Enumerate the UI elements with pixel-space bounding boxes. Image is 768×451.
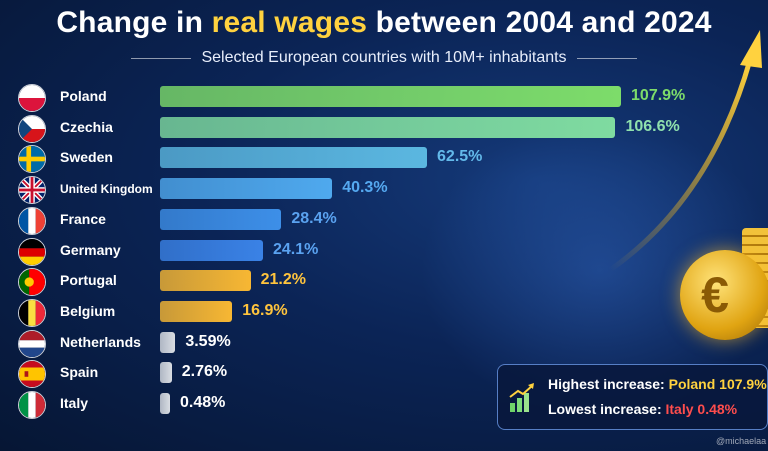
bar-germany <box>160 240 263 261</box>
summary-box: Highest increase: Poland 107.9% Lowest i… <box>497 364 768 430</box>
highest-increase-line: Highest increase: Poland 107.9% <box>548 376 767 392</box>
value-label-italy: 0.48% <box>180 394 226 411</box>
france-flag-icon <box>18 207 46 235</box>
lowest-value: Italy 0.48% <box>665 401 738 417</box>
growth-chart-icon <box>509 383 534 412</box>
chart-title: Change in real wages between 2004 and 20… <box>0 6 768 40</box>
euro-symbol: € <box>701 267 729 323</box>
value-label-belgium: 16.9% <box>242 302 288 319</box>
bar-portugal <box>160 270 251 291</box>
value-label-united-kingdom: 40.3% <box>342 179 388 196</box>
bar-belgium <box>160 301 233 322</box>
value-label-poland: 107.9% <box>631 87 686 104</box>
netherlands-flag-icon <box>18 330 46 358</box>
united-kingdom-flag-icon <box>18 176 46 204</box>
sweden-flag-icon <box>18 145 46 173</box>
title-highlight: real wages <box>211 6 368 39</box>
category-label-sweden: Sweden <box>60 149 113 165</box>
category-label-czechia: Czechia <box>60 119 113 135</box>
category-label-netherlands: Netherlands <box>60 334 141 350</box>
category-label-france: France <box>60 211 106 227</box>
highest-value: Poland 107.9% <box>668 376 767 392</box>
bar-czechia <box>160 117 616 138</box>
lowest-label: Lowest increase: <box>548 401 666 417</box>
value-label-czechia: 106.6% <box>625 118 680 135</box>
value-label-netherlands: 3.59% <box>185 333 231 350</box>
title-part-1: Change in <box>56 6 212 39</box>
highest-label: Highest increase: <box>548 376 669 392</box>
category-label-spain: Spain <box>60 364 99 380</box>
title-part-2: between 2004 and 2024 <box>367 6 712 39</box>
value-label-sweden: 62.5% <box>437 148 483 165</box>
bar-spain <box>160 362 172 383</box>
euro-coin-icon: € <box>680 250 768 340</box>
portugal-flag-icon <box>18 268 46 296</box>
subtitle-divider-right <box>576 57 637 59</box>
spain-flag-icon <box>18 360 46 388</box>
bar-netherlands <box>160 332 176 353</box>
bar-france <box>160 209 282 230</box>
value-label-portugal: 21.2% <box>260 271 306 288</box>
category-label-germany: Germany <box>60 242 121 258</box>
watermark: @michaelaa <box>716 436 767 446</box>
value-label-spain: 2.76% <box>181 363 228 380</box>
trend-arrow-icon <box>608 30 762 273</box>
subtitle-divider-left <box>131 57 192 59</box>
poland-flag-icon <box>18 84 46 112</box>
czechia-flag-icon <box>18 115 46 143</box>
bar-united-kingdom <box>160 178 333 199</box>
bar-poland <box>160 86 622 107</box>
category-label-belgium: Belgium <box>60 303 116 319</box>
italy-flag-icon <box>18 391 46 419</box>
value-label-germany: 24.1% <box>272 241 319 258</box>
category-label-italy: Italy <box>60 395 89 411</box>
category-label-portugal: Portugal <box>60 272 117 288</box>
category-label-united-kingdom: United Kingdom <box>60 182 153 196</box>
subtitle-row: Selected European countries with 10M+ in… <box>0 46 768 70</box>
category-label-poland: Poland <box>60 88 107 104</box>
bar-italy <box>160 393 170 414</box>
belgium-flag-icon <box>18 299 46 327</box>
lowest-increase-line: Lowest increase: Italy 0.48% <box>548 401 737 417</box>
chart-subtitle: Selected European countries with 10M+ in… <box>201 49 567 66</box>
value-label-france: 28.4% <box>291 210 337 227</box>
bar-sweden <box>160 147 428 168</box>
germany-flag-icon <box>18 238 46 266</box>
